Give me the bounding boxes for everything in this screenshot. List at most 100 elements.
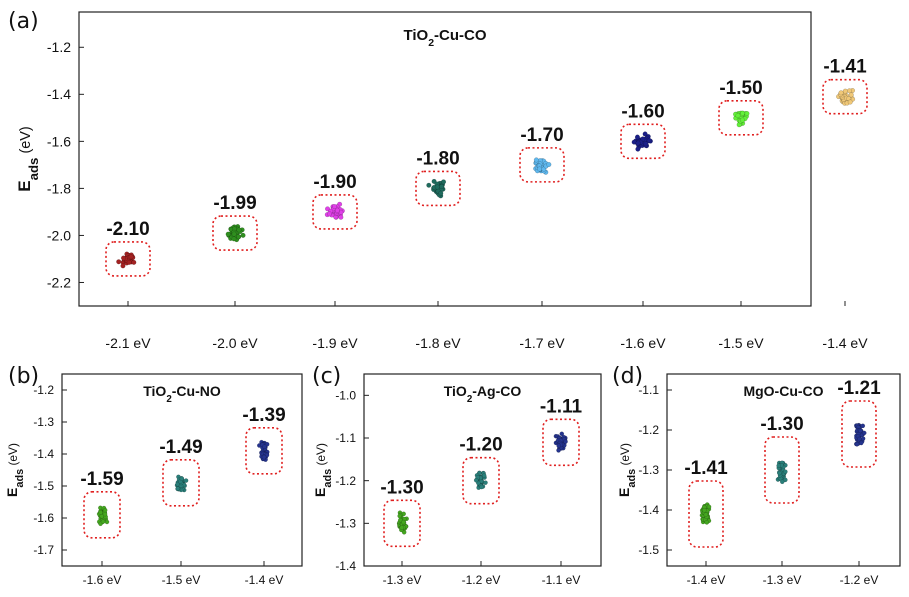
data-point — [847, 99, 853, 105]
data-point — [744, 111, 750, 117]
data-point — [175, 486, 181, 491]
ylabel-part: (eV) — [6, 443, 20, 469]
x-tick-label: -1.2 eV — [462, 573, 501, 587]
cluster-highlight-box — [212, 215, 258, 251]
x-tick-label: -1.7 eV — [519, 335, 565, 351]
data-label: -1.59 — [80, 469, 123, 490]
data-point — [634, 134, 640, 140]
data-point — [848, 92, 854, 98]
x-tick-label: -1.4 eV — [822, 335, 868, 351]
x-tick-label: -2.0 eV — [212, 335, 258, 351]
data-point — [326, 211, 332, 217]
chart-title: TiO2-Cu-CO — [403, 27, 486, 49]
cluster-highlight-box — [620, 123, 666, 160]
title-part: -Cu-NO — [172, 383, 221, 399]
data-label: -1.90 — [313, 172, 356, 193]
data-point — [857, 436, 862, 442]
x-tick-label: -1.1 eV — [542, 573, 581, 587]
y-axis-label: Eads (eV) — [616, 443, 638, 497]
panel-label: (a) — [8, 9, 39, 34]
ylabel-subscript: ads — [25, 158, 40, 181]
data-point — [703, 512, 709, 517]
data-point — [441, 179, 447, 185]
data-point — [640, 136, 646, 142]
y-tick-label: -1.2 — [33, 383, 54, 397]
ylabel-part: E — [616, 488, 632, 497]
ylabel-subscript: ads — [322, 469, 334, 488]
title-part: TiO — [444, 383, 467, 399]
data-point — [401, 529, 407, 535]
data-point — [776, 463, 781, 469]
data-point — [860, 436, 866, 441]
data-point — [131, 259, 137, 265]
cluster-highlight-box — [83, 490, 121, 539]
data-point — [858, 428, 863, 434]
data-point — [225, 231, 231, 237]
y-tick-label: -1.2 — [47, 39, 71, 55]
chart-title: TiO2-Ag-CO — [444, 383, 522, 405]
x-tick-label: -1.6 eV — [620, 335, 666, 351]
data-point — [334, 207, 340, 213]
data-point — [426, 182, 432, 188]
data-point — [860, 423, 866, 429]
data-point — [401, 519, 406, 525]
data-point — [98, 510, 103, 515]
cluster-highlight-box — [841, 400, 877, 468]
y-axis-label: Eads (eV) — [312, 443, 334, 497]
data-point — [635, 146, 641, 152]
data-label: -1.11 — [540, 396, 583, 417]
data-cluster — [396, 510, 409, 535]
data-point — [231, 231, 237, 237]
data-label: -1.30 — [380, 477, 423, 498]
cluster-highlight-box — [718, 100, 764, 136]
data-point — [779, 479, 785, 485]
panel-label: (b) — [8, 364, 39, 389]
y-tick-label: -1.1 — [638, 383, 659, 397]
y-tick-label: -1.5 — [638, 543, 659, 557]
y-tick-label: -1.0 — [335, 389, 356, 403]
data-cluster — [699, 502, 712, 525]
x-tick-label: -1.2 eV — [840, 573, 879, 587]
data-cluster — [473, 470, 488, 490]
data-point — [838, 90, 844, 96]
y-tick-label: -1.4 — [638, 503, 659, 517]
data-point — [438, 190, 444, 196]
x-tick-label: -1.6 eV — [83, 573, 122, 587]
data-label: -1.70 — [520, 125, 563, 146]
plot-frame — [363, 373, 602, 567]
data-point — [126, 259, 132, 265]
data-cluster — [733, 110, 750, 128]
x-tick-label: -1.4 eV — [687, 573, 726, 587]
data-point — [556, 443, 561, 449]
data-point — [563, 439, 568, 444]
data-point — [702, 507, 707, 513]
data-cluster — [174, 474, 189, 493]
y-tick-label: -1.8 — [47, 180, 71, 196]
data-cluster — [96, 505, 110, 527]
data-point — [128, 254, 134, 260]
data-cluster — [257, 439, 270, 462]
cluster-highlight-box — [764, 436, 800, 504]
cluster-highlight-box — [415, 170, 461, 207]
data-cluster — [116, 251, 137, 269]
data-point — [102, 511, 108, 517]
title-subscript: 2 — [166, 394, 172, 405]
title-subscript: 2 — [467, 394, 473, 405]
cluster-highlight-box — [383, 499, 421, 548]
y-tick-label: -1.7 — [33, 543, 54, 557]
data-cluster — [775, 460, 788, 485]
data-point — [546, 162, 552, 168]
data-point — [854, 441, 860, 447]
y-tick-label: -1.3 — [33, 415, 54, 429]
data-point — [262, 444, 267, 449]
data-point — [842, 88, 848, 94]
data-cluster — [225, 224, 246, 243]
y-tick-label: -2.0 — [47, 227, 71, 243]
title-part: -Ag-CO — [472, 383, 521, 399]
data-label: -1.30 — [760, 414, 803, 435]
panel-d: (d) MgO-Cu-CO Eads (eV) -1.5 -1.4 -1.3 -1.2 -1.… — [612, 364, 901, 587]
x-tick-label: -1.4 eV — [245, 573, 284, 587]
cluster-highlight-box — [105, 241, 151, 277]
y-tick-label: -2.2 — [47, 274, 71, 290]
